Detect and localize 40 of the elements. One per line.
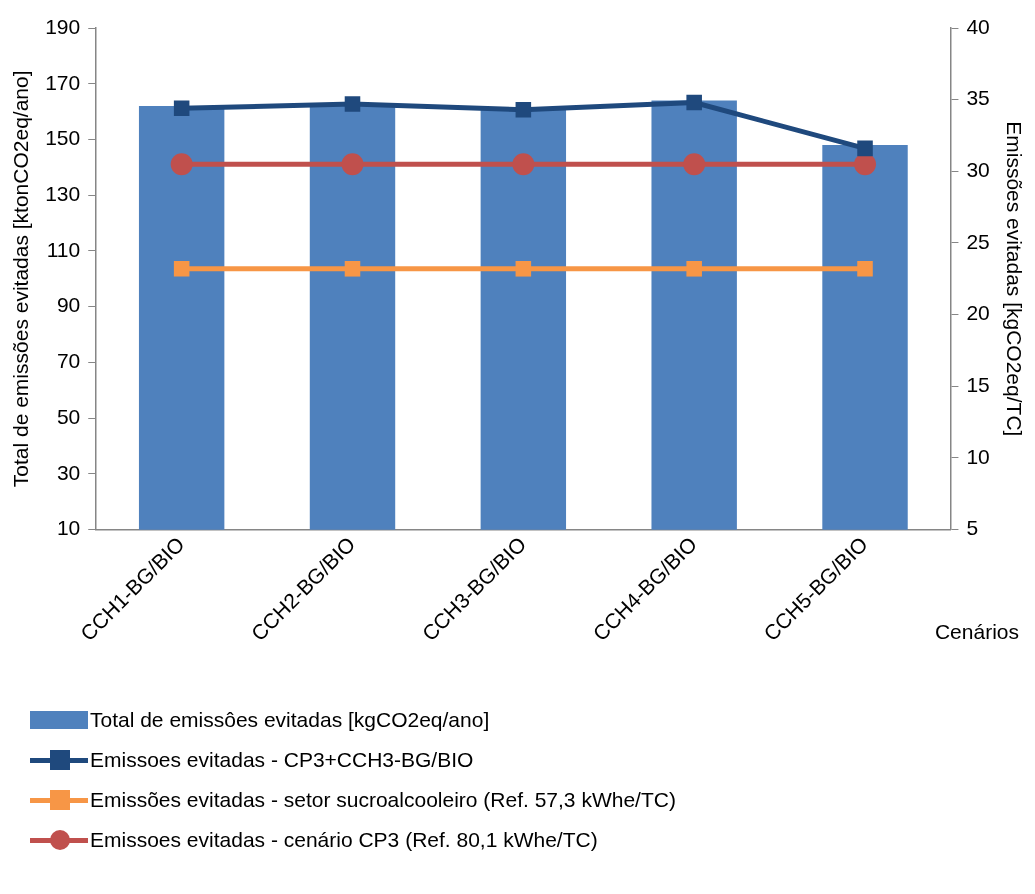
y-axis-title: Total de emissões evitadas [ktonCO2eq/ano] <box>9 70 33 488</box>
point <box>857 261 873 277</box>
y2-tick-label: 40 <box>966 14 990 38</box>
point <box>515 101 532 118</box>
point <box>512 153 535 176</box>
y2-tick-label: 10 <box>966 444 990 468</box>
legend-label: Total de emissôes evitadas [kgCO2eq/ano] <box>90 708 490 732</box>
y2-tick-label: 25 <box>966 229 990 253</box>
y-tick-label: 90 <box>56 293 81 317</box>
point <box>344 96 361 112</box>
y-tick-label: 50 <box>56 404 81 428</box>
point <box>686 261 702 277</box>
y-tick-label: 130 <box>45 182 81 206</box>
y2-tick-label: 30 <box>966 158 990 182</box>
point <box>683 153 706 176</box>
y2-tick-label: 20 <box>966 301 990 325</box>
point <box>344 261 361 277</box>
y-tick-label: 170 <box>45 70 81 94</box>
y2-tick-label: 15 <box>966 373 990 397</box>
y-tick-label: 70 <box>56 349 81 373</box>
x-axis-title: Cenários <box>934 620 1019 644</box>
y-tick-label: 10 <box>56 516 81 540</box>
y-tick-label: 30 <box>56 460 81 484</box>
point <box>686 94 702 111</box>
legend-label: Emissoes evitadas - cenário CP3 (Ref. 80,1 kWhe/TC) <box>90 828 598 852</box>
point <box>515 261 532 277</box>
legend-label: Emissões evitadas - setor sucroalcooleiro (Ref. 57,3 kWhe/TC) <box>90 788 676 812</box>
y-tick-label: 150 <box>45 126 81 150</box>
y-tick-label: 190 <box>45 14 81 38</box>
point <box>341 153 364 176</box>
legend-label: Emissoes evitadas - CP3+CCH3-BG/BIO <box>90 748 474 772</box>
point <box>170 153 193 176</box>
point <box>173 261 190 277</box>
point <box>173 100 190 117</box>
point <box>854 153 877 176</box>
y2-tick-label: 35 <box>966 86 990 110</box>
y2-tick-label: 5 <box>966 516 979 540</box>
y2-axis-title: Emissões evitadas [kgCO2eq/TC] <box>1002 121 1026 437</box>
y-tick-label: 110 <box>46 237 81 261</box>
point <box>857 140 873 157</box>
